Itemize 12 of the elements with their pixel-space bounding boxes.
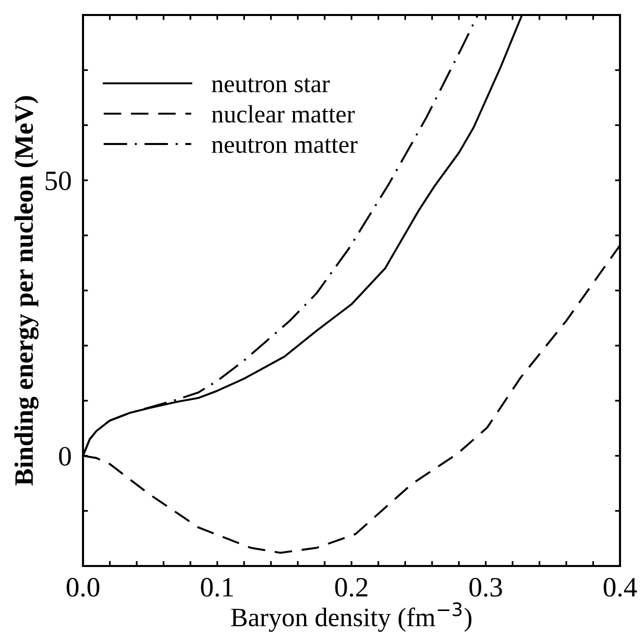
x-tick-label: 0.3 [469, 578, 502, 597]
x-tick-label: 0.0 [66, 578, 100, 597]
y-tick-label: 0 [59, 446, 71, 466]
x-tick-label: 0.1 [200, 578, 233, 597]
x-axis-title: Baryon density (fm$^{−3}$) [231, 602, 472, 632]
x-tick-label: 0.4 [604, 578, 637, 597]
legend-label: neutron matter [212, 138, 358, 153]
y-tick-label: 50 [46, 171, 71, 190]
legend-label: nuclear matter [212, 105, 355, 123]
y-axis-title: Binding energy per nucleon (MeV) [14, 96, 39, 486]
legend-label: neutron star [212, 78, 330, 92]
x-tick-label: 0.2 [335, 578, 368, 597]
